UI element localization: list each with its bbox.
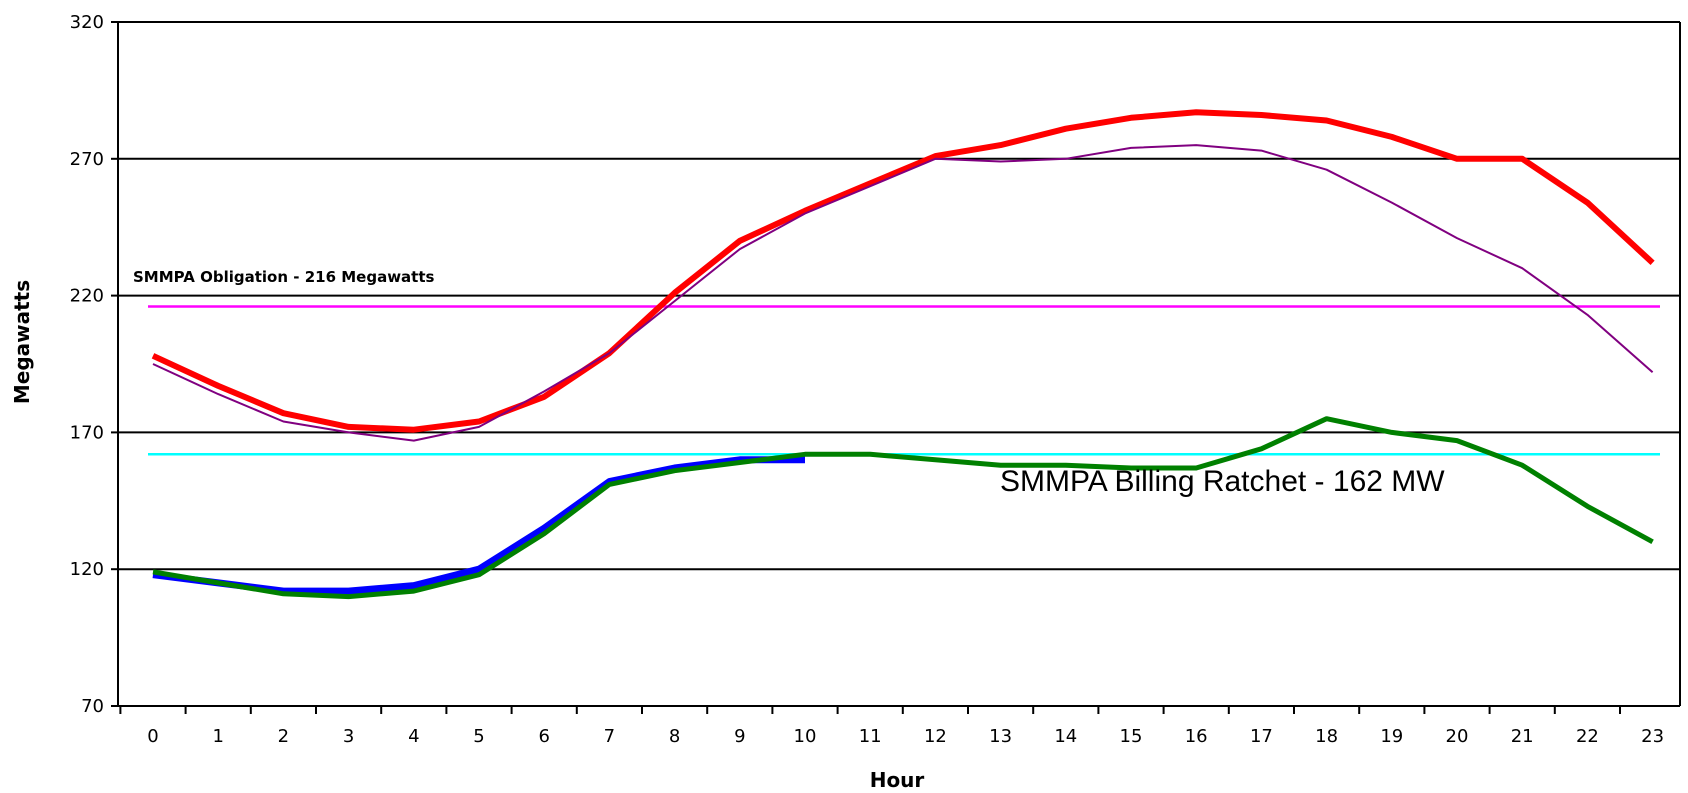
axes — [111, 21, 1681, 714]
obligation-annotation: SMMPA Obligation - 216 Megawatts — [133, 268, 435, 286]
x-tick-labels: 0 1 2 3 4 5 6 7 8 9 10 11 12 13 14 15 16 17 18 19 20 21 22 23 — [147, 726, 1664, 747]
x-tick-label: 10 — [794, 726, 817, 747]
x-tick-label: 14 — [1054, 726, 1077, 747]
x-tick-label: 11 — [859, 726, 882, 747]
series-lines — [151, 109, 1655, 600]
gridlines — [118, 157, 1680, 571]
x-tick-label: 3 — [343, 726, 354, 747]
y-tick-labels: 70 120 170 220 270 320 — [70, 12, 104, 717]
x-axis-title: Hour — [870, 768, 925, 792]
y-tick-label: 220 — [70, 286, 104, 307]
reference-lines — [148, 305, 1660, 456]
y-tick-label: 70 — [81, 696, 104, 717]
y-tick-label: 170 — [70, 422, 104, 443]
x-tick-label: 19 — [1380, 726, 1403, 747]
x-tick-label: 7 — [604, 726, 615, 747]
series-line-1 — [152, 144, 1654, 442]
x-tick-label: 4 — [408, 726, 419, 747]
y-tick-label: 320 — [70, 12, 104, 33]
x-tick-label: 21 — [1511, 726, 1534, 747]
x-tick-label: 18 — [1315, 726, 1338, 747]
x-tick-label: 9 — [734, 726, 745, 747]
x-tick-label: 23 — [1641, 726, 1664, 747]
x-tick-label: 15 — [1120, 726, 1143, 747]
x-tick-label: 17 — [1250, 726, 1273, 747]
y-tick-label: 120 — [70, 559, 104, 580]
x-tick-label: 8 — [669, 726, 680, 747]
x-tick-label: 13 — [989, 726, 1012, 747]
x-tick-label: 0 — [147, 726, 158, 747]
x-tick-label: 1 — [212, 726, 223, 747]
x-tick-label: 20 — [1446, 726, 1469, 747]
ratchet-annotation: SMMPA Billing Ratchet - 162 MW — [1000, 465, 1445, 498]
series-line-2 — [152, 456, 805, 595]
x-tick-label: 12 — [924, 726, 947, 747]
series-line-3 — [152, 416, 1654, 600]
x-tick-label: 6 — [538, 726, 549, 747]
x-tick-label: 5 — [473, 726, 484, 747]
y-axis-title: Megawatts — [10, 280, 34, 404]
x-tick-label: 16 — [1185, 726, 1208, 747]
series-line-0 — [151, 109, 1655, 433]
x-tick-label: 22 — [1576, 726, 1599, 747]
y-tick-label: 270 — [70, 149, 104, 170]
x-tick-label: 2 — [278, 726, 289, 747]
